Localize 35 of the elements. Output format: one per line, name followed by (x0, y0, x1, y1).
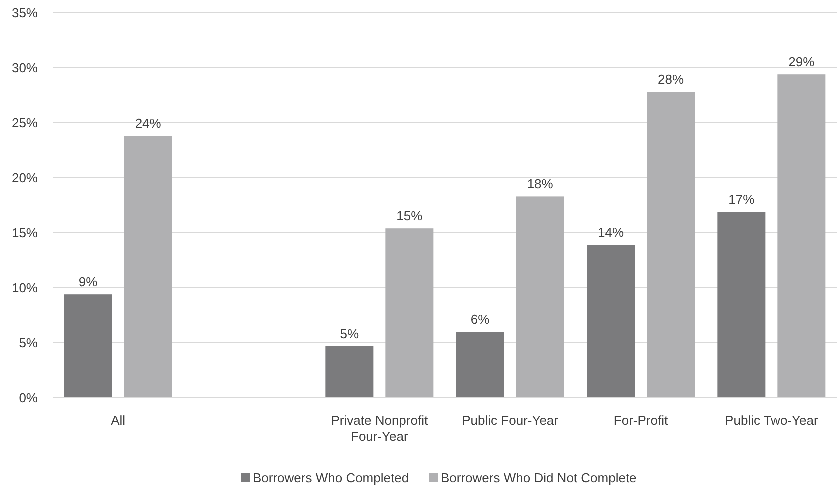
x-tick-label: All (111, 413, 126, 428)
data-label: 18% (527, 176, 554, 192)
bar (778, 74, 826, 398)
data-label: 17% (728, 192, 756, 208)
data-label: 15% (396, 208, 424, 224)
legend-label: Borrowers Who Did Not Complete (441, 470, 637, 486)
x-tick-label: Public Two-Year (725, 413, 819, 428)
bar (718, 212, 766, 398)
y-tick-label: 10% (12, 280, 38, 296)
y-tick-label: 5% (19, 336, 38, 351)
bar (124, 136, 172, 398)
data-label: 9% (78, 274, 98, 290)
data-label: 29% (788, 54, 816, 70)
y-tick-label: 0% (19, 390, 38, 406)
bar (647, 92, 695, 398)
bar (456, 332, 504, 398)
y-tick-label: 35% (12, 6, 38, 21)
y-tick-label: 25% (12, 116, 38, 131)
bar (516, 196, 564, 398)
y-tick-label: 20% (12, 170, 38, 186)
x-tick-label: Public Four-Year (462, 413, 560, 428)
data-label: 6% (470, 312, 490, 327)
y-tick-label: 30% (12, 60, 38, 76)
bar (326, 346, 374, 398)
data-label: 5% (340, 326, 360, 342)
data-label: 14% (598, 225, 624, 240)
bar (64, 294, 112, 398)
bar (587, 245, 635, 398)
legend-label: Borrowers Who Completed (253, 470, 410, 486)
x-tick-label: Private Nonprofit Four-Year (331, 413, 428, 444)
data-label: 28% (658, 72, 684, 88)
y-tick-label: 15% (12, 226, 38, 241)
x-tick-label: For-Profit (614, 413, 668, 428)
bar (386, 228, 434, 398)
data-label: 24% (135, 116, 162, 132)
